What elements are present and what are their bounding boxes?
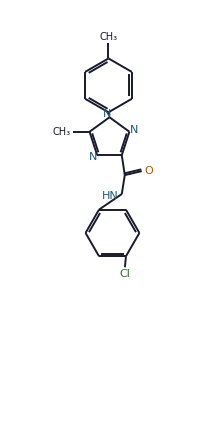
Text: Cl: Cl bbox=[119, 269, 130, 279]
Text: HN: HN bbox=[102, 190, 118, 201]
Text: N: N bbox=[88, 152, 96, 162]
Text: CH₃: CH₃ bbox=[99, 33, 117, 43]
Text: N: N bbox=[129, 125, 137, 135]
Text: CH₃: CH₃ bbox=[53, 127, 71, 137]
Text: N: N bbox=[102, 109, 111, 119]
Text: O: O bbox=[144, 166, 153, 176]
